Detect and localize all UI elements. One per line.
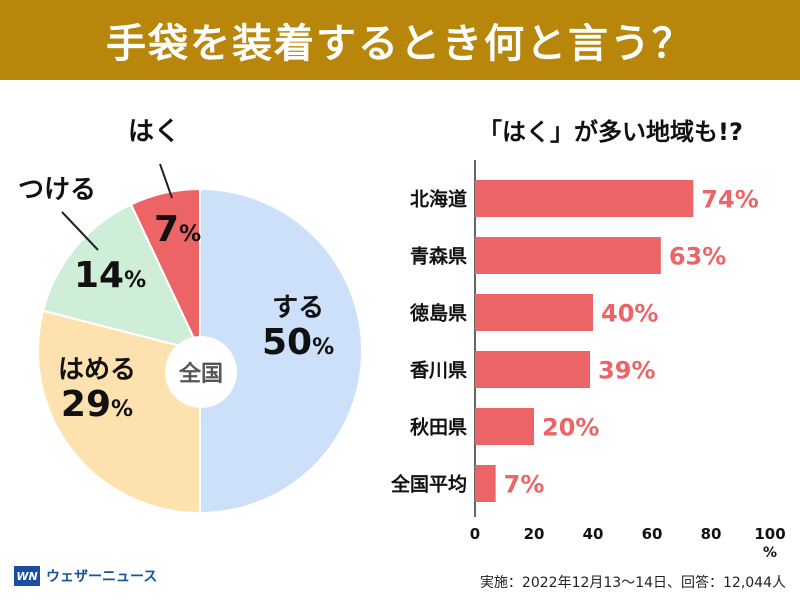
bar-5	[475, 465, 496, 502]
pie-center-label: 全国	[165, 336, 237, 408]
bar-value-label: 40%	[601, 300, 658, 328]
bar-chart: 北海道 74% 青森県 63% 徳島県 40% 香川県 39% 秋田県 20% 全国平均 7% 0 20 4…	[390, 160, 786, 560]
pie-label-haku-pct-box: 7%	[154, 210, 201, 250]
bar-value-label: 20%	[542, 414, 599, 442]
brand-logo: WN	[14, 566, 40, 586]
bar-4	[475, 408, 534, 445]
pie-slice-suru	[199, 187, 363, 515]
pie-label-hameru: はめる 29%	[58, 356, 136, 424]
x-tick-label: 0	[470, 525, 480, 543]
bar-2	[475, 294, 593, 331]
bar-1	[475, 237, 661, 274]
pie-label-tsukeru-name-box: つける	[18, 176, 96, 205]
bar-category-label: 徳島県	[409, 302, 467, 325]
pie-label-haku-pct: 7%	[154, 210, 201, 250]
leader-line-tsukeru	[61, 211, 99, 251]
bar-category-label: 秋田県	[410, 416, 467, 439]
x-tick-label: 40	[583, 525, 604, 543]
brand-name: ウェザーニュース	[46, 569, 158, 585]
pie-value-suru: 50	[262, 321, 313, 363]
pie-label-tsukeru-pct-box: 14%	[74, 256, 146, 296]
pie-svg	[37, 163, 363, 515]
pie-slice-haku	[129, 187, 201, 352]
pie-value-tsukeru: 14	[74, 255, 125, 296]
pie-label-suru: する 50%	[262, 294, 334, 362]
x-tick-label: 80	[701, 525, 722, 543]
pie-slice-hameru	[37, 309, 201, 515]
bar-value-label: 39%	[598, 357, 655, 385]
bar-value-label: 7%	[504, 471, 545, 499]
pie-unit-suru: %	[312, 334, 335, 360]
pie-unit-haku: %	[179, 222, 202, 247]
bar-category-label: 青森県	[410, 245, 467, 268]
leader-line-haku	[159, 163, 173, 199]
x-tick-label: 100	[754, 525, 785, 543]
chart-title: 手袋を装着するとき何と言う？	[106, 21, 694, 67]
x-axis-unit-label: %	[763, 545, 777, 560]
pie-slice-tsukeru	[41, 203, 202, 353]
pie-value-hameru: 29	[60, 383, 112, 425]
pie-label-haku-name-box: はく	[128, 118, 180, 147]
bar-chart-title: 「はく」が多い地域も!?	[478, 118, 743, 146]
pie-unit-hameru: %	[111, 396, 134, 422]
pie-unit-tsukeru: %	[124, 268, 147, 293]
pie-label-hameru-pct: 29%	[58, 383, 136, 425]
pie-value-haku: 7	[154, 209, 180, 250]
survey-note: 実施：2022年12月13〜14日、回答：12,044人	[479, 575, 786, 591]
bar-category-label: 北海道	[410, 188, 467, 211]
pie-label-hameru-name: はめる	[58, 355, 137, 385]
brand: WN ウェザーニュース	[14, 566, 157, 586]
bar-value-label: 63%	[669, 243, 726, 271]
x-tick-label: 20	[524, 525, 545, 543]
bar-category-label: 香川県	[409, 360, 467, 382]
x-tick-label: 60	[642, 525, 663, 543]
pie-label-suru-pct: 50%	[262, 321, 335, 363]
pie-label-haku-name: はく	[128, 117, 181, 147]
pie-label-tsukeru-name: つける	[18, 175, 97, 205]
pie-label-tsukeru-pct: 14%	[74, 256, 146, 296]
bar-category-label: 全国平均	[390, 473, 467, 496]
title-banner: 手袋を装着するとき何と言う？	[0, 0, 800, 80]
bar-value-label: 74%	[701, 186, 758, 214]
bar-3	[475, 351, 591, 388]
pie-chart: する 50% はめる 29% つける 14% はく 7% 全国	[0, 80, 400, 540]
pie-label-suru-name: する	[272, 293, 325, 323]
bar-0	[475, 180, 694, 217]
